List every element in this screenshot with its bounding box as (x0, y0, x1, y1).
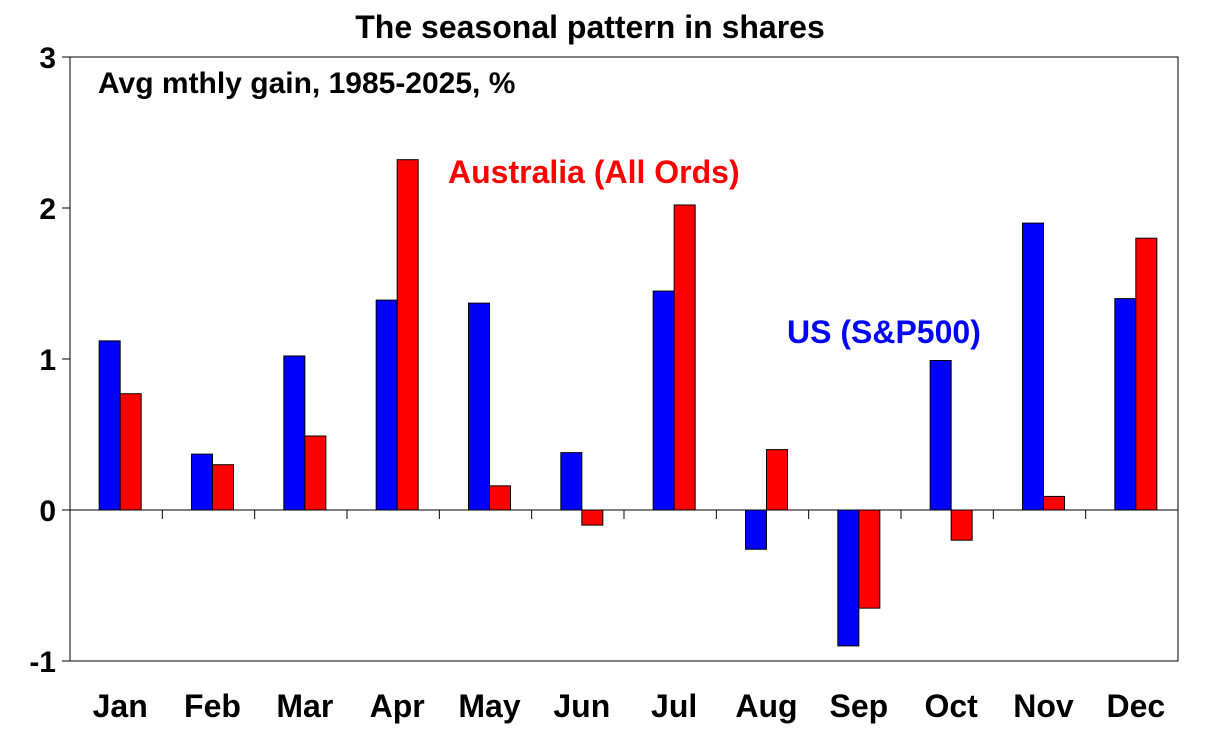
x-tick-label-sep: Sep (829, 688, 888, 724)
y-tick-label: -1 (29, 646, 56, 679)
chart-title: The seasonal pattern in shares (355, 9, 825, 45)
plot-area (69, 56, 1179, 662)
legend-label-australia: Australia (All Ords) (448, 154, 740, 190)
bar-us-jun (560, 452, 583, 511)
bar-australia-dec (1135, 237, 1158, 511)
chart-subtitle: Avg mthly gain, 1985-2025, % (98, 67, 515, 100)
y-tick-label: 2 (39, 193, 56, 226)
bar-australia-may (489, 485, 511, 511)
bar-us-jan (98, 340, 121, 511)
bar-australia-jul (673, 204, 696, 511)
bar-us-sep (837, 509, 860, 647)
bar-us-nov (1022, 222, 1044, 511)
x-tick-label-dec: Dec (1106, 688, 1165, 724)
y-tick-label: 1 (39, 344, 56, 377)
x-axis-labels: Jan Feb Mar Apr May Jun Jul Aug Sep Oct Nov Dec (93, 688, 1166, 724)
x-tick-label-aug: Aug (735, 688, 797, 724)
x-tick-label-oct: Oct (924, 688, 978, 724)
bar-australia-jun (581, 509, 604, 526)
bar-australia-nov (1043, 495, 1065, 511)
bar-us-dec (1114, 298, 1137, 511)
bar-australia-feb (212, 464, 234, 511)
bar-australia-oct (950, 509, 973, 541)
bar-australia-sep (858, 509, 881, 609)
x-axis (70, 509, 1178, 519)
x-tick-label-jun: Jun (553, 688, 610, 724)
x-tick-label-nov: Nov (1013, 688, 1074, 724)
legend-label-us: US (S&P500) (787, 314, 981, 350)
bar-us-feb (191, 453, 213, 511)
bar-australia-aug (766, 449, 788, 511)
x-tick-label-apr: Apr (370, 688, 425, 724)
bar-australia-apr (396, 159, 419, 511)
x-tick-label-jan: Jan (93, 688, 148, 724)
x-tick-label-feb: Feb (184, 688, 241, 724)
bar-us-oct (929, 360, 952, 511)
bars-layer (98, 159, 1158, 647)
y-tick-label: 3 (39, 42, 56, 75)
bar-australia-jan (119, 393, 142, 511)
bar-us-may (468, 302, 490, 511)
y-tick-label: 0 (39, 495, 56, 528)
y-axis: 3 2 1 0 -1 (29, 42, 70, 679)
x-tick-label-may: May (458, 688, 520, 724)
x-tick-label-mar: Mar (276, 688, 333, 724)
bar-australia-mar (304, 435, 327, 511)
bar-us-jul (652, 290, 675, 511)
bar-us-aug (745, 509, 767, 550)
bar-us-mar (283, 355, 306, 511)
x-tick-label-jul: Jul (651, 688, 697, 724)
bar-us-apr (375, 299, 398, 511)
